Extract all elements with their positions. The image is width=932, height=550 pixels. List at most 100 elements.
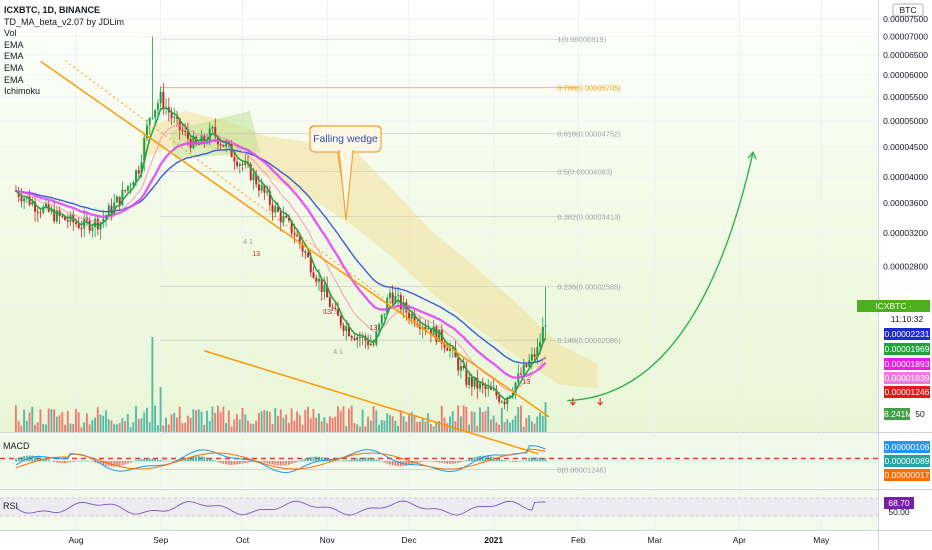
projection-curve[interactable]: [567, 152, 754, 402]
indicator-ema-3[interactable]: EMA: [4, 62, 24, 73]
macd-histogram-bar: [263, 461, 266, 463]
volume-bar: [148, 422, 151, 432]
volume-bar: [91, 420, 94, 432]
time-axis[interactable]: Aug Sep Oct Nov Dec 2021 Feb Mar Apr May: [68, 535, 830, 545]
volume-bar: [263, 410, 266, 432]
candle-body: [541, 326, 544, 342]
candle-body: [536, 346, 539, 357]
volume-bar: [449, 416, 451, 432]
macd-histogram-bar: [339, 460, 342, 462]
volume-bar: [290, 408, 293, 432]
volume-bar: [358, 426, 361, 432]
volume-badge: 8.241M: [884, 408, 913, 420]
time-tick-label[interactable]: Apr: [733, 535, 746, 545]
wedge-dotted-line[interactable]: [64, 60, 462, 357]
volume-bar: [31, 406, 34, 432]
time-tick-label[interactable]: May: [813, 535, 830, 545]
time-tick-label[interactable]: Dec: [401, 535, 417, 545]
currency-box[interactable]: [892, 3, 924, 17]
wedge-lower-line[interactable]: [204, 350, 539, 455]
candle-body: [31, 201, 34, 205]
macd-histogram-bar: [113, 461, 116, 467]
indicator-ema-1[interactable]: EMA: [4, 39, 24, 50]
macd-histogram-bar: [72, 461, 75, 462]
volume-bar: [364, 426, 367, 432]
macd-histogram-bar: [20, 456, 23, 462]
falling-wedge-callout[interactable]: Falling wedge: [309, 125, 382, 221]
indicator-ema-2[interactable]: EMA: [4, 51, 24, 62]
candle-body: [449, 348, 452, 351]
macd-histogram-bar: [102, 461, 105, 465]
volume-bar: [214, 412, 217, 432]
volume-bar: [424, 421, 427, 432]
volume-bar: [121, 418, 124, 432]
macd-histogram-bar: [192, 456, 195, 462]
time-tick-label[interactable]: Feb: [571, 535, 586, 545]
volume-bar: [77, 412, 80, 432]
macd-histogram-bar: [356, 458, 359, 462]
macd-histogram-bar: [151, 458, 154, 462]
candle-body: [66, 220, 69, 222]
time-tick-label[interactable]: Mar: [647, 535, 662, 545]
volume-bar: [402, 416, 405, 432]
macd-histogram-bar: [69, 461, 72, 463]
candle-body: [473, 377, 476, 387]
candle-body: [263, 185, 266, 193]
volume-bar: [298, 415, 301, 432]
candle-body: [274, 206, 277, 213]
volume-bar: [260, 411, 263, 432]
macd-histogram-bar: [116, 461, 118, 467]
candle-body: [61, 216, 64, 218]
rsi-label[interactable]: RSI: [3, 501, 19, 511]
time-tick-label[interactable]: Aug: [68, 535, 83, 545]
indicator-vol[interactable]: Vol: [4, 28, 17, 39]
time-tick-label[interactable]: Sep: [153, 535, 168, 545]
macd-histogram-bar: [389, 461, 391, 465]
volume-bar: [296, 411, 299, 432]
volume-bar: [64, 424, 66, 432]
volume-bar: [135, 406, 137, 432]
candle-body: [36, 211, 39, 213]
candle-body: [162, 91, 165, 109]
macd-histogram-bar: [162, 460, 165, 462]
macd-label[interactable]: MACD: [3, 441, 30, 451]
volume-bar: [413, 415, 416, 432]
candle-body: [539, 341, 542, 347]
indicator-td-ma[interactable]: TD_MA_beta_v2.07 by JDLim: [4, 16, 125, 27]
time-tick-label[interactable]: Oct: [236, 535, 250, 545]
fib-level-label: 0.148(0.00002086): [557, 336, 621, 345]
candle-body: [238, 164, 241, 167]
macd-histogram-bar: [386, 461, 389, 464]
volume-bar: [143, 412, 146, 432]
macd-histogram-bar: [318, 456, 320, 462]
macd-histogram-bar: [391, 461, 394, 466]
macd-histogram-bar: [375, 459, 378, 462]
candle-body: [465, 367, 468, 385]
candle-body: [203, 135, 206, 142]
time-tick-label[interactable]: 2021: [484, 535, 503, 545]
macd-histogram-bar: [309, 457, 312, 462]
volume-bar: [484, 411, 487, 432]
macd-histogram-bar: [457, 461, 460, 463]
candle-body: [148, 117, 151, 126]
volume-bar: [536, 416, 539, 432]
volume-bar: [462, 405, 465, 432]
indicator-ema-4[interactable]: EMA: [4, 74, 24, 85]
macd-histogram-bar: [440, 461, 443, 463]
indicator-ichimoku[interactable]: Ichimoku: [4, 86, 41, 97]
last-price-badge: ICXBTC · 0.00002368: [857, 300, 930, 323]
volume-bar: [479, 407, 481, 432]
macd-histogram-bar: [266, 461, 268, 464]
macd-histogram-bar: [511, 461, 514, 462]
td-count-marker: 4 1: [333, 349, 343, 356]
time-tick-label[interactable]: Nov: [320, 535, 336, 545]
volume-bar: [230, 426, 233, 432]
macd-histogram-bar: [211, 459, 214, 462]
volume-bar: [167, 424, 170, 432]
volume-bar: [435, 422, 438, 432]
macd-histogram-bar: [148, 458, 151, 462]
volume-bar: [487, 406, 490, 432]
wedge-upper-line[interactable]: [40, 60, 550, 418]
candle-body: [479, 383, 482, 389]
